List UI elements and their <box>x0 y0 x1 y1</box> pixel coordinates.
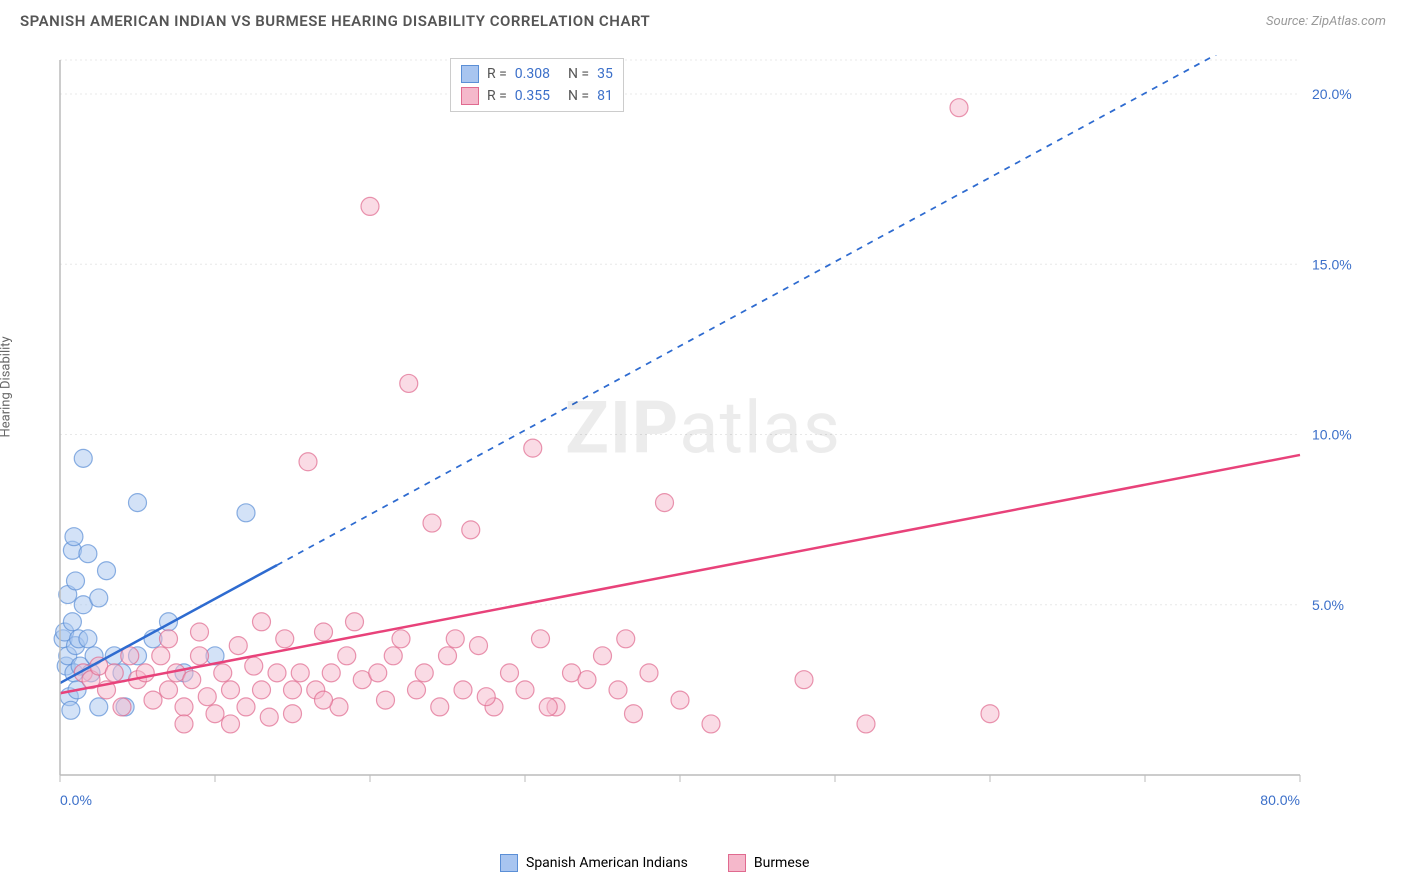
legend-series-label-0: Spanish American Indians <box>526 855 688 871</box>
svg-text:15.0%: 15.0% <box>1312 256 1352 272</box>
legend-series-swatch-0 <box>500 854 518 872</box>
svg-text:0.0%: 0.0% <box>60 792 92 808</box>
svg-text:5.0%: 5.0% <box>1312 597 1344 613</box>
scatter-plot-svg: 0.0% 80.0% 5.0% 10.0% 15.0% 20.0% <box>50 55 1370 825</box>
legend-stats: R = 0.308 N = 35 R = 0.355 N = 81 <box>450 58 624 112</box>
legend-series: Spanish American Indians Burmese <box>500 854 809 872</box>
legend-r-value-1: 0.355 <box>515 88 550 104</box>
legend-series-label-1: Burmese <box>754 855 810 871</box>
legend-n-value-0: 35 <box>597 66 613 82</box>
svg-text:80.0%: 80.0% <box>1260 792 1300 808</box>
y-axis-label: Hearing Disability <box>0 336 14 437</box>
legend-r-label: R = <box>487 88 507 104</box>
legend-swatch-0 <box>461 65 479 83</box>
legend-stats-row-1: R = 0.355 N = 81 <box>461 85 613 107</box>
chart-header: SPANISH AMERICAN INDIAN VS BURMESE HEARI… <box>0 0 1406 38</box>
legend-stats-row-0: R = 0.308 N = 35 <box>461 63 613 85</box>
chart-title: SPANISH AMERICAN INDIAN VS BURMESE HEARI… <box>20 12 650 30</box>
legend-series-item-1: Burmese <box>728 854 810 872</box>
svg-text:20.0%: 20.0% <box>1312 86 1352 102</box>
legend-series-item-0: Spanish American Indians <box>500 854 688 872</box>
chart-source: Source: ZipAtlas.com <box>1266 14 1386 29</box>
legend-swatch-1 <box>461 87 479 105</box>
svg-text:10.0%: 10.0% <box>1312 427 1352 443</box>
legend-series-swatch-1 <box>728 854 746 872</box>
chart-plot-area: 0.0% 80.0% 5.0% 10.0% 15.0% 20.0% <box>50 55 1370 825</box>
legend-r-value-0: 0.308 <box>515 66 550 82</box>
legend-n-value-1: 81 <box>597 88 613 104</box>
legend-r-label: R = <box>487 66 507 82</box>
legend-n-label: N = <box>568 88 589 104</box>
legend-n-label: N = <box>568 66 589 82</box>
